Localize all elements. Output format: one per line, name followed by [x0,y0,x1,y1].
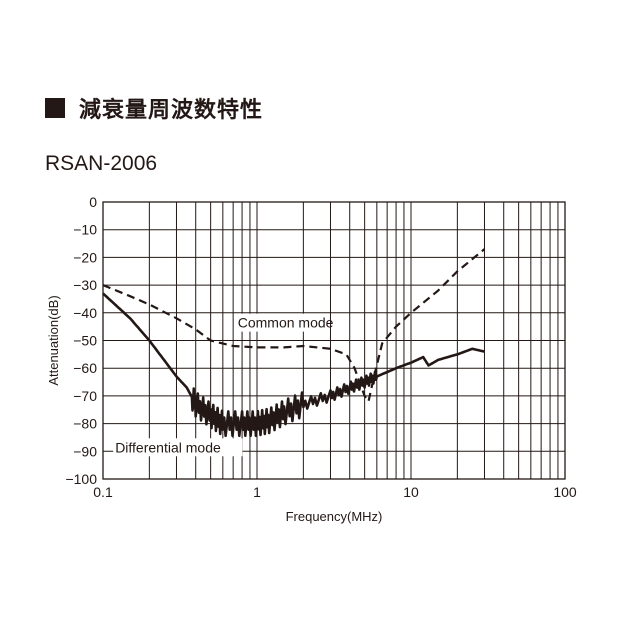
y-tick-label: −90 [73,443,97,459]
x-tick-label: 0.1 [93,484,113,500]
y-tick-label: −70 [73,388,97,404]
annotation-background [235,313,320,332]
x-tick-label: 1 [253,484,261,500]
section-title-text: 減衰量周波数特性 [79,98,264,123]
y-tick-label: −10 [73,222,97,238]
x-tick-label: 100 [553,484,577,500]
x-tick-label: 10 [403,484,419,500]
y-tick-label: −60 [73,360,97,376]
x-axis-label: Frequency(MHz) [286,509,383,524]
y-tick-label: −30 [73,277,97,293]
differential-mode-label: Differential mode [115,439,221,455]
y-tick-label: −50 [73,333,97,349]
y-tick-label: −100 [65,471,97,487]
y-tick-label: −80 [73,416,97,432]
differential-mode-curve [102,292,485,438]
y-tick-label: −20 [73,249,97,265]
annotation-background [113,438,243,457]
common-mode-curve [102,248,486,403]
section-title: 減衰量周波数特性 [45,92,263,124]
title-square-icon [45,98,65,118]
model-number: RSAN-2006 [45,152,158,175]
y-tick-label: 0 [89,194,97,210]
y-tick-label: −40 [73,305,97,321]
plot-frame [102,201,566,480]
y-axis-label: Attenuation(dB) [46,295,61,385]
common-mode-label: Common mode [238,315,334,331]
